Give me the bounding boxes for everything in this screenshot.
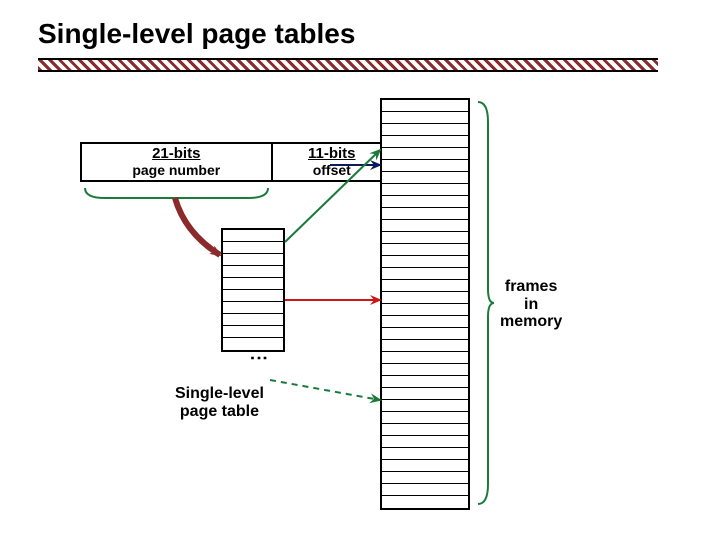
address-box: 21-bits page number 11-bits offset xyxy=(80,142,393,182)
page-table-caption: Single-levelpage table xyxy=(175,385,264,420)
page-title: Single-level page tables xyxy=(38,18,355,50)
page-number-field: 21-bits page number xyxy=(82,144,273,180)
offset-field: 11-bits offset xyxy=(273,144,391,180)
ellipsis-icon: ⋮ xyxy=(248,349,270,364)
memory-caption: framesinmemory xyxy=(500,278,562,331)
page-table xyxy=(221,228,285,352)
page-number-bits-label: 21-bits xyxy=(152,146,200,163)
arrows-overlay xyxy=(0,0,720,540)
page-number-label: page number xyxy=(132,163,220,178)
offset-label: offset xyxy=(313,163,351,178)
title-underline xyxy=(38,58,658,72)
memory-frames xyxy=(380,98,470,510)
offset-bits-label: 11-bits xyxy=(308,146,356,163)
